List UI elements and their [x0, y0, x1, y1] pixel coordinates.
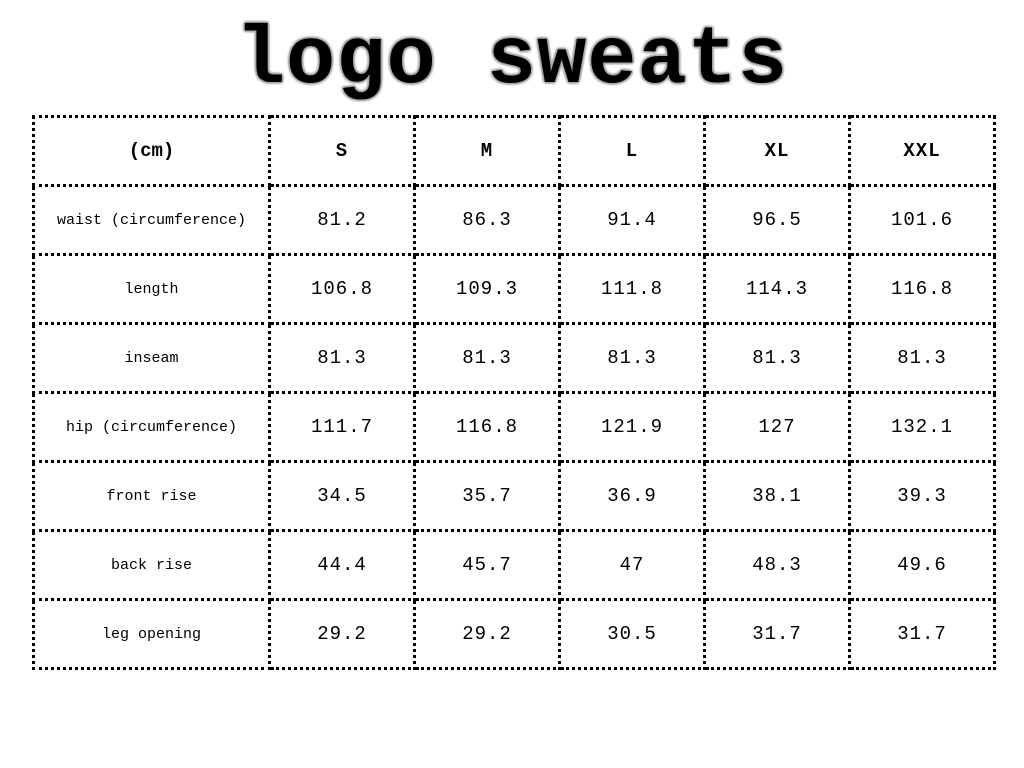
measurement-value: 31.7 [848, 598, 996, 670]
measurement-value: 101.6 [848, 184, 996, 256]
size-chart-table: (cm) S M L XL XXL waist (circumference) 81.2 86.… [32, 115, 996, 670]
measurement-value: 48.3 [703, 529, 851, 601]
measurement-value: 81.3 [558, 322, 706, 394]
measurement-value: 116.8 [413, 391, 561, 463]
unit-header: (cm) [32, 115, 271, 187]
table-row: leg opening 29.2 29.2 30.5 31.7 31.7 [32, 598, 996, 670]
measurement-label: inseam [32, 322, 271, 394]
size-header: L [558, 115, 706, 187]
measurement-value: 111.8 [558, 253, 706, 325]
measurement-value: 106.8 [268, 253, 416, 325]
measurement-label: leg opening [32, 598, 271, 670]
measurement-value: 81.3 [268, 322, 416, 394]
measurement-value: 29.2 [413, 598, 561, 670]
measurement-value: 35.7 [413, 460, 561, 532]
measurement-value: 34.5 [268, 460, 416, 532]
measurement-value: 86.3 [413, 184, 561, 256]
measurement-value: 114.3 [703, 253, 851, 325]
measurement-value: 30.5 [558, 598, 706, 670]
size-header: XL [703, 115, 851, 187]
measurement-value: 127 [703, 391, 851, 463]
measurement-value: 38.1 [703, 460, 851, 532]
measurement-value: 47 [558, 529, 706, 601]
measurement-label: hip (circumference) [32, 391, 271, 463]
measurement-value: 44.4 [268, 529, 416, 601]
table-row: waist (circumference) 81.2 86.3 91.4 96.5 101… [32, 184, 996, 256]
table-row: front rise 34.5 35.7 36.9 38.1 39.3 [32, 460, 996, 532]
measurement-value: 96.5 [703, 184, 851, 256]
measurement-value: 116.8 [848, 253, 996, 325]
table-row: hip (circumference) 111.7 116.8 121.9 127 132… [32, 391, 996, 463]
measurement-value: 81.3 [413, 322, 561, 394]
measurement-value: 39.3 [848, 460, 996, 532]
size-header: M [413, 115, 561, 187]
size-header: S [268, 115, 416, 187]
measurement-value: 45.7 [413, 529, 561, 601]
measurement-value: 29.2 [268, 598, 416, 670]
measurement-value: 36.9 [558, 460, 706, 532]
measurement-value: 81.3 [703, 322, 851, 394]
page-title: logo sweats [235, 14, 789, 107]
table-row: length 106.8 109.3 111.8 114.3 116.8 [32, 253, 996, 325]
measurement-value: 31.7 [703, 598, 851, 670]
table-row: back rise 44.4 45.7 47 48.3 49.6 [32, 529, 996, 601]
measurement-value: 111.7 [268, 391, 416, 463]
size-header: XXL [848, 115, 996, 187]
header-row: (cm) S M L XL XXL [32, 115, 996, 187]
measurement-value: 81.2 [268, 184, 416, 256]
measurement-value: 109.3 [413, 253, 561, 325]
measurement-label: waist (circumference) [32, 184, 271, 256]
measurement-label: back rise [32, 529, 271, 601]
measurement-value: 81.3 [848, 322, 996, 394]
measurement-value: 49.6 [848, 529, 996, 601]
measurement-value: 91.4 [558, 184, 706, 256]
measurement-label: length [32, 253, 271, 325]
measurement-value: 132.1 [848, 391, 996, 463]
table-row: inseam 81.3 81.3 81.3 81.3 81.3 [32, 322, 996, 394]
measurement-value: 121.9 [558, 391, 706, 463]
measurement-label: front rise [32, 460, 271, 532]
